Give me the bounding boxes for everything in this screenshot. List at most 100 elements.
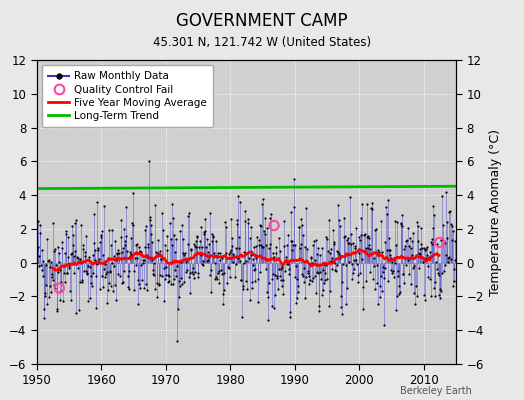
Point [159,227,167,234]
Point [429,224,437,231]
Point [386,251,394,258]
Point [212,274,220,280]
Point [222,250,231,256]
Point [56,297,64,304]
Point [335,223,344,230]
Point [448,223,456,230]
Point [355,234,363,240]
Point [264,316,272,323]
Point [275,266,283,272]
Point [165,273,173,279]
Point [33,259,41,266]
Point [324,248,332,254]
Point [128,253,137,259]
Point [279,276,287,283]
Y-axis label: Temperature Anomaly (°C): Temperature Anomaly (°C) [489,128,502,296]
Point [195,243,203,250]
Point [340,234,348,240]
Point [237,276,246,283]
Point [214,270,222,276]
Point [362,278,370,284]
Point [363,234,372,240]
Point [254,276,262,282]
Point [224,265,233,271]
Point [96,239,104,245]
Point [86,264,94,270]
Point [277,266,285,272]
Point [245,255,253,261]
Point [185,210,193,216]
Point [441,262,449,268]
Point [247,285,256,291]
Point [420,292,428,298]
Point [433,266,441,272]
Point [385,234,393,241]
Point [436,295,444,301]
Point [238,286,247,292]
Point [435,239,444,246]
Point [305,281,313,287]
Point [297,216,305,222]
Point [250,278,259,284]
Point [416,246,424,252]
Point [118,279,127,285]
Point [44,258,52,264]
Point [53,306,61,312]
Point [403,256,412,263]
Point [380,275,389,281]
Point [301,295,309,302]
Point [439,238,447,244]
Point [324,217,333,223]
Point [408,238,416,244]
Point [334,217,343,223]
Point [237,277,245,283]
Point [252,255,260,262]
Point [389,268,397,274]
Point [122,204,130,210]
Point [303,268,312,274]
Point [215,280,224,286]
Point [407,280,416,287]
Point [102,271,110,278]
Point [308,260,316,266]
Point [253,234,261,240]
Point [193,234,202,240]
Point [171,249,180,255]
Point [330,239,338,246]
Point [90,240,99,246]
Point [373,262,381,268]
Point [231,274,239,280]
Point [258,201,267,208]
Point [124,286,133,292]
Point [98,228,106,235]
Point [41,262,50,268]
Point [230,254,238,260]
Point [257,242,265,248]
Text: GOVERNMENT CAMP: GOVERNMENT CAMP [176,12,348,30]
Point [328,255,336,262]
Point [276,248,285,254]
Point [37,247,46,253]
Point [147,231,155,237]
Point [153,280,161,286]
Point [198,244,206,251]
Point [239,260,248,266]
Point [188,265,196,272]
Point [400,280,409,286]
Point [205,272,214,278]
Point [194,274,203,280]
Point [65,263,73,269]
Point [91,246,99,253]
Point [359,306,368,312]
Point [416,251,424,257]
Point [333,262,341,268]
Point [120,268,128,274]
Point [186,270,194,276]
Point [144,240,152,247]
Point [146,216,154,223]
Point [217,266,225,273]
Point [179,250,188,256]
Point [119,226,128,232]
Point [205,241,213,247]
Point [52,308,61,314]
